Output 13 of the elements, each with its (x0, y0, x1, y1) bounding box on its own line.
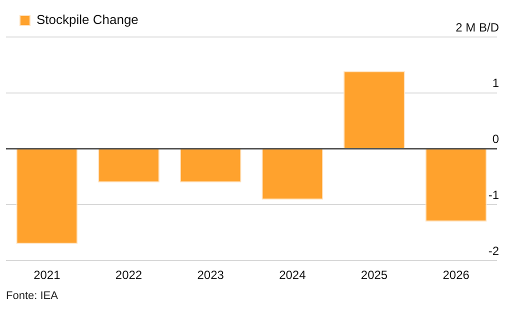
x-tick-label: 2024 (279, 268, 306, 282)
x-tick-label: 2021 (34, 268, 61, 282)
y-tick-label: -2 (488, 244, 500, 258)
x-tick-label: 2022 (115, 268, 142, 282)
legend-label: Stockpile Change (36, 12, 138, 28)
x-tick-label: 2026 (442, 268, 470, 282)
y-tick-label: -1 (488, 188, 500, 202)
source-note: Fonte: IEA (6, 290, 58, 302)
x-tick-label: 2023 (197, 268, 224, 282)
y-tick-label: 2 M B/D (456, 20, 500, 34)
x-tick-label: 2025 (360, 268, 388, 282)
y-tick-label: 0 (492, 132, 500, 146)
y-tick-label: 1 (492, 76, 500, 90)
